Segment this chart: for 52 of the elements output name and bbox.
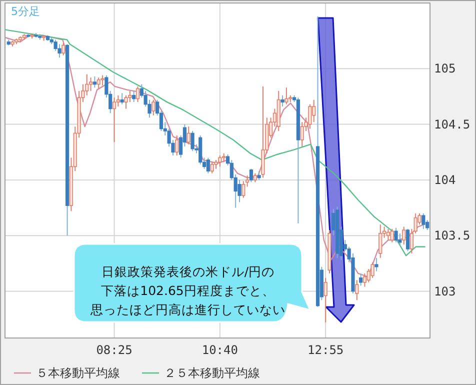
y-tick-label: 103 [434,284,456,298]
candlestick [355,280,359,301]
candlestick [88,77,93,92]
candlestick [92,76,96,88]
candlestick [394,227,398,243]
candlestick [96,77,100,90]
candlestick [112,97,116,143]
candlestick [386,228,390,241]
candlestick [152,99,156,116]
candlestick [242,180,246,198]
annotation: 日銀政策発表後の米ドル/円の [101,264,275,279]
legend-label: ２５本移動平均線 [164,366,260,380]
candlestick [124,94,128,110]
y-tick-label: 105 [434,62,456,76]
candlestick [402,226,406,246]
annotation: 下落は102.65円程度までと、 [101,283,275,298]
candlestick [300,122,304,148]
chart-title: 5分足 [11,5,40,18]
candlestick [58,44,62,58]
candlestick [370,262,374,278]
candlestick [280,94,284,108]
x-tick-label: 10:40 [202,343,238,357]
candlestick [378,224,382,258]
y-tick-label: 104 [434,172,456,187]
candlestick [312,99,316,123]
candlestick [132,90,136,103]
annotation: 思ったほど円高は進行していない [90,302,286,317]
candlestick [359,272,363,286]
candlestick [120,92,124,105]
candlestick [186,126,190,145]
legend-label: ５本移動平均線 [36,366,120,380]
candlestick [390,228,394,243]
candlestick [218,154,222,168]
candlestick [362,272,367,288]
candlestick [406,228,410,252]
candlestick [284,87,288,105]
candlestick [175,134,179,156]
candlestick [136,86,140,103]
candlestick [308,104,312,130]
candlestick [206,157,210,174]
candlestick [422,212,426,230]
candlestick [210,162,214,174]
y-tick-label: 103.5 [434,228,470,243]
candlestick [190,130,194,152]
candlestick [374,257,378,272]
x-tick-label: 08:25 [96,343,132,357]
x-tick-label: 12:55 [308,343,344,357]
candlestick [62,42,66,56]
candlestick [324,277,328,323]
candlestick [100,74,104,86]
candlestick [249,168,254,183]
y-tick-label: 104.5 [434,117,470,132]
